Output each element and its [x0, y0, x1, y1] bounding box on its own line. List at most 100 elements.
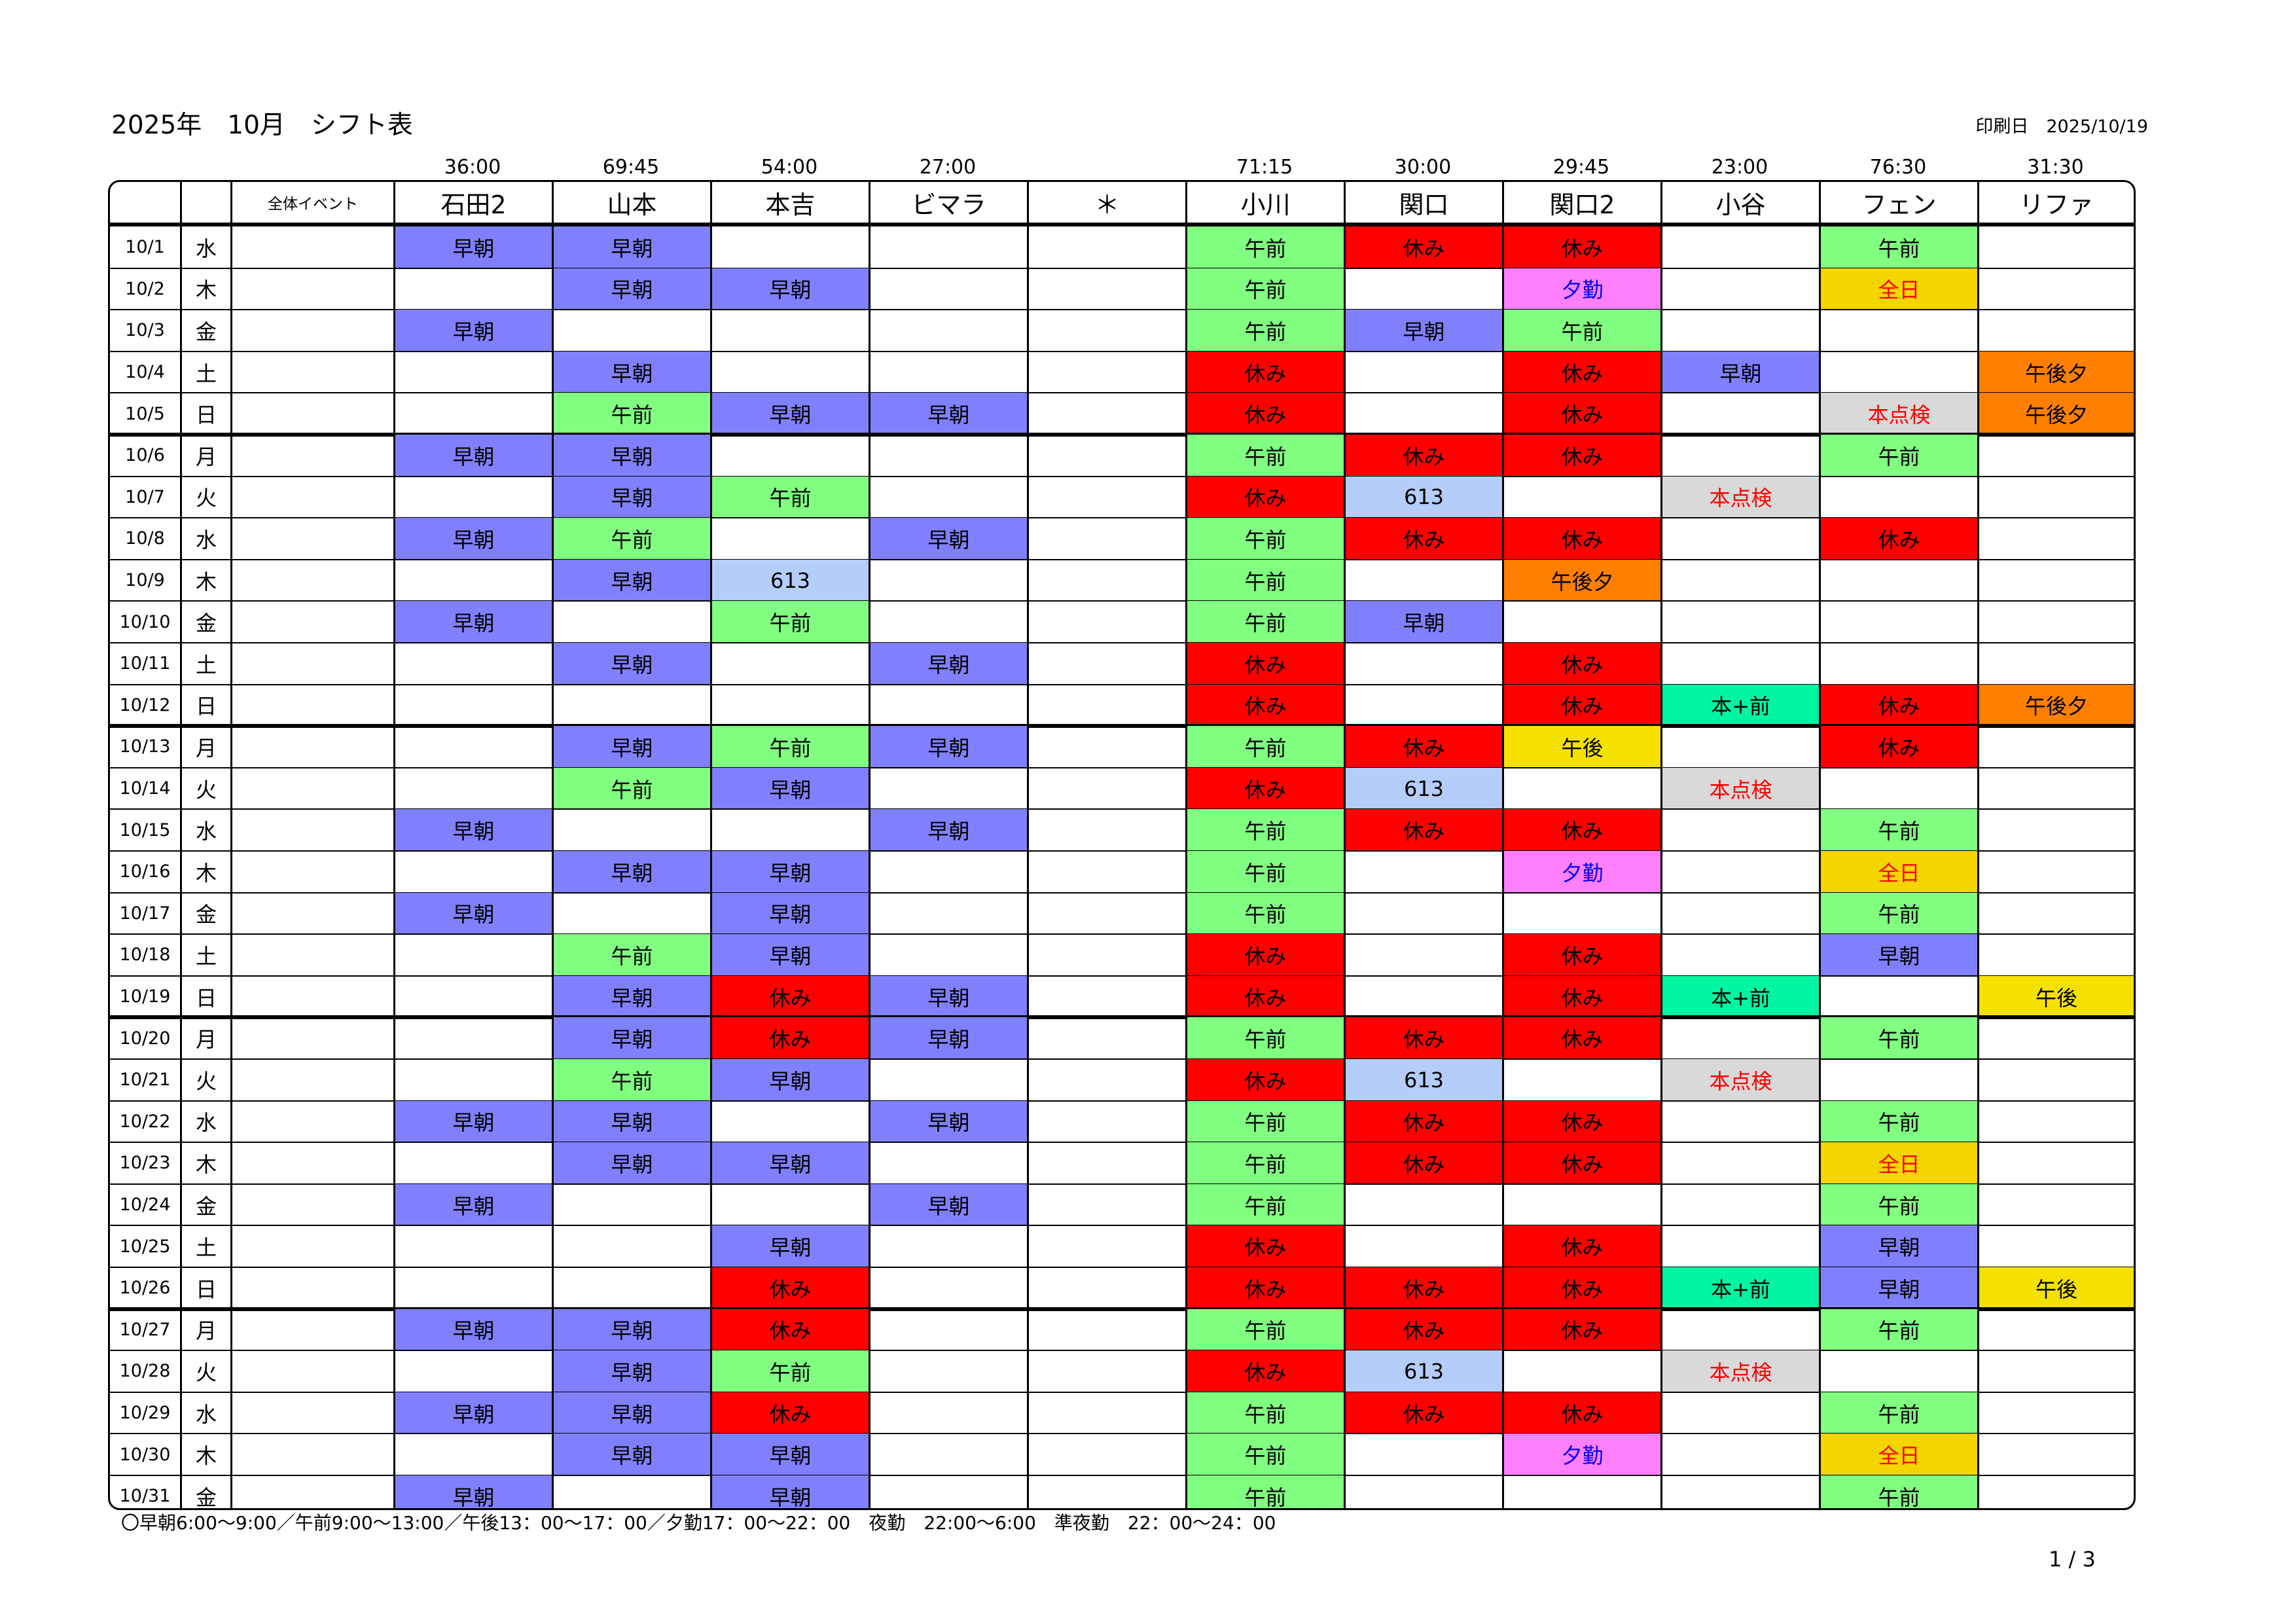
shift-cell[interactable] [393, 268, 552, 310]
shift-cell[interactable] [1819, 559, 1977, 602]
shift-cell[interactable] [1027, 476, 1185, 518]
shift-cell[interactable]: 午前 [710, 601, 869, 643]
shift-cell[interactable]: 午前 [1185, 601, 1344, 643]
shift-cell[interactable]: 早朝 [1819, 1267, 1977, 1309]
shift-cell[interactable] [1660, 1475, 1819, 1508]
shift-cell[interactable]: 早朝 [710, 892, 869, 935]
shift-cell[interactable]: 休み [1185, 1267, 1344, 1309]
shift-cell[interactable]: 早朝 [1344, 310, 1502, 352]
shift-cell[interactable]: 休み [1185, 1059, 1344, 1101]
shift-cell[interactable]: 午前 [1819, 1392, 1977, 1434]
shift-cell[interactable] [552, 310, 710, 352]
shift-cell[interactable] [1027, 892, 1185, 935]
shift-cell[interactable] [1027, 393, 1185, 435]
shift-cell[interactable]: 早朝 [552, 975, 710, 1018]
shift-cell[interactable] [393, 851, 552, 893]
shift-cell[interactable]: 早朝 [393, 601, 552, 643]
shift-cell[interactable]: 休み [1344, 435, 1502, 477]
shift-cell[interactable]: 午後夕 [1502, 559, 1660, 602]
shift-cell[interactable] [710, 684, 869, 727]
shift-cell[interactable] [710, 518, 869, 560]
shift-cell[interactable]: 休み [1344, 726, 1502, 768]
shift-cell[interactable]: 午前 [1185, 892, 1344, 935]
shift-cell[interactable] [1977, 1059, 2134, 1101]
shift-cell[interactable] [552, 1225, 710, 1267]
shift-cell[interactable]: 休み [1819, 726, 1977, 768]
shift-cell[interactable]: 午前 [552, 1059, 710, 1101]
shift-cell[interactable] [1027, 559, 1185, 602]
shift-cell[interactable]: 休み [1819, 684, 1977, 727]
shift-cell[interactable]: 早朝 [393, 435, 552, 477]
shift-cell[interactable]: 休み [710, 1267, 869, 1309]
shift-cell[interactable] [1027, 1142, 1185, 1184]
shift-cell[interactable] [869, 435, 1027, 477]
shift-cell[interactable] [1819, 310, 1977, 352]
shift-cell[interactable]: 休み [1502, 435, 1660, 477]
shift-cell[interactable] [1660, 559, 1819, 602]
shift-cell[interactable] [1502, 1350, 1660, 1392]
shift-cell[interactable]: 午前 [1819, 1475, 1977, 1508]
shift-cell[interactable]: 休み [1502, 1267, 1660, 1309]
shift-cell[interactable] [1977, 1100, 2134, 1143]
shift-cell[interactable] [1027, 1017, 1185, 1059]
shift-cell[interactable] [1977, 1183, 2134, 1226]
shift-cell[interactable]: 午前 [710, 1350, 869, 1392]
shift-cell[interactable]: 早朝 [552, 559, 710, 602]
shift-cell[interactable] [1977, 1392, 2134, 1434]
shift-cell[interactable]: 午前 [1819, 1017, 1977, 1059]
shift-cell[interactable] [869, 226, 1027, 268]
shift-cell[interactable]: 早朝 [869, 975, 1027, 1018]
shift-cell[interactable]: 早朝 [1344, 601, 1502, 643]
event-cell[interactable] [230, 1434, 393, 1475]
shift-cell[interactable] [869, 892, 1027, 935]
shift-cell[interactable] [393, 975, 552, 1018]
shift-cell[interactable]: 早朝 [393, 1392, 552, 1434]
shift-cell[interactable]: 早朝 [869, 1183, 1027, 1226]
shift-cell[interactable] [1660, 601, 1819, 643]
event-cell[interactable] [230, 435, 393, 477]
event-cell[interactable] [230, 726, 393, 768]
shift-cell[interactable]: 早朝 [393, 518, 552, 560]
shift-cell[interactable] [869, 1350, 1027, 1392]
shift-cell[interactable] [1977, 435, 2134, 477]
shift-cell[interactable]: 休み [1185, 476, 1344, 518]
shift-cell[interactable]: 休み [1344, 1017, 1502, 1059]
shift-cell[interactable] [1819, 643, 1977, 685]
shift-cell[interactable]: 休み [1344, 809, 1502, 851]
shift-cell[interactable] [1819, 767, 1977, 810]
shift-cell[interactable]: 夕勤 [1502, 268, 1660, 310]
shift-cell[interactable] [1502, 1475, 1660, 1508]
shift-cell[interactable] [869, 851, 1027, 893]
shift-cell[interactable] [1977, 892, 2134, 935]
shift-cell[interactable]: 早朝 [552, 351, 710, 393]
shift-cell[interactable]: 早朝 [552, 851, 710, 893]
shift-cell[interactable] [1660, 1434, 1819, 1475]
shift-cell[interactable] [1977, 726, 2134, 768]
shift-cell[interactable] [1502, 1183, 1660, 1226]
shift-cell[interactable] [1660, 892, 1819, 935]
shift-cell[interactable] [1344, 684, 1502, 727]
shift-cell[interactable] [869, 1142, 1027, 1184]
shift-cell[interactable]: 早朝 [869, 643, 1027, 685]
shift-cell[interactable]: 早朝 [393, 1100, 552, 1143]
event-cell[interactable] [230, 1100, 393, 1143]
shift-cell[interactable]: 早朝 [710, 1225, 869, 1267]
shift-cell[interactable]: 休み [1502, 1225, 1660, 1267]
shift-cell[interactable] [1344, 393, 1502, 435]
shift-cell[interactable]: 早朝 [710, 1142, 869, 1184]
shift-cell[interactable]: 早朝 [869, 518, 1027, 560]
shift-cell[interactable]: 午後夕 [1977, 351, 2134, 393]
shift-cell[interactable] [710, 1100, 869, 1143]
shift-cell[interactable] [1027, 1475, 1185, 1508]
event-cell[interactable] [230, 393, 393, 435]
shift-cell[interactable]: 早朝 [710, 268, 869, 310]
shift-cell[interactable] [1977, 851, 2134, 893]
shift-cell[interactable] [1660, 310, 1819, 352]
shift-cell[interactable] [1502, 892, 1660, 935]
shift-cell[interactable]: 早朝 [552, 268, 710, 310]
shift-cell[interactable]: 休み [1185, 393, 1344, 435]
shift-cell[interactable] [1027, 1225, 1185, 1267]
event-cell[interactable] [230, 1183, 393, 1226]
shift-cell[interactable] [1027, 726, 1185, 768]
shift-cell[interactable] [1660, 1225, 1819, 1267]
